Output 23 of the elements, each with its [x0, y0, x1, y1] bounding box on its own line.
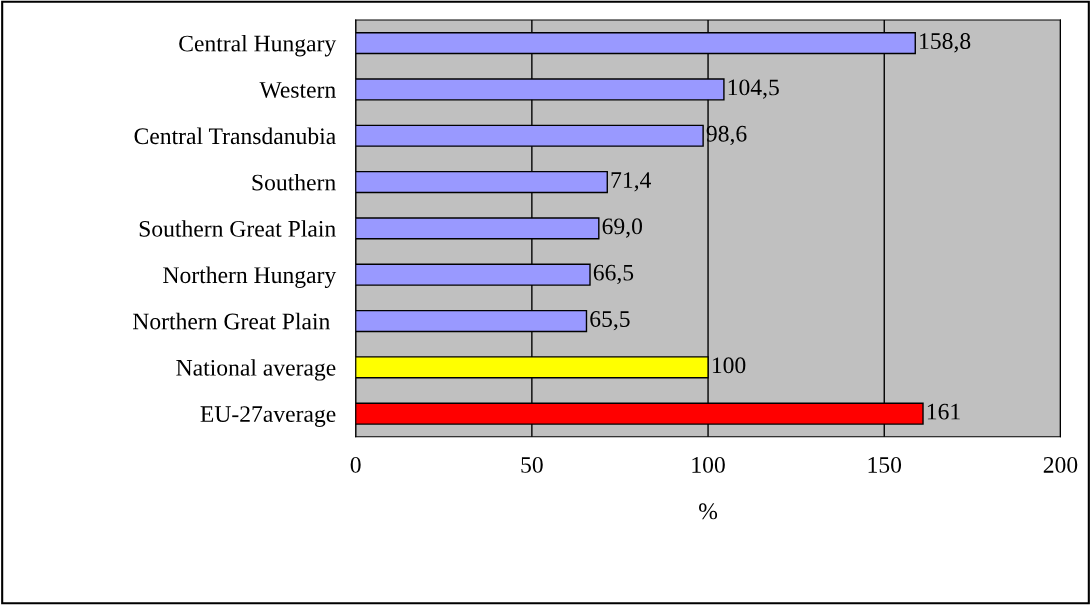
y-tick-label: Northern Hungary — [163, 266, 337, 288]
data-label: 66,5 — [593, 264, 634, 285]
y-tick-label: Southern — [252, 173, 336, 191]
y-tick-label: Central Hungary — [179, 34, 337, 57]
y-tick-label: National average — [176, 359, 336, 381]
x-axis-title: % — [699, 503, 718, 520]
x-tick-label: 200 — [1043, 456, 1078, 473]
y-tick-label: Central Transdanubia — [134, 127, 336, 145]
data-label: 71,4 — [611, 172, 651, 192]
y-tick-label: EU-27average — [200, 406, 336, 427]
data-label: 158,8 — [920, 33, 971, 53]
x-tick-label: 50 — [521, 456, 543, 473]
x-tick-label: 0 — [350, 456, 361, 473]
data-label: 104,5 — [728, 79, 779, 99]
x-tick-label: 150 — [868, 456, 902, 473]
data-label: 65,5 — [590, 311, 630, 331]
y-tick-label: Southern Great Plain — [139, 220, 336, 237]
data-label: 161 — [927, 403, 960, 420]
x-tick-label: 100 — [692, 456, 725, 473]
data-label: 100 — [712, 357, 746, 374]
y-tick-label: Western — [259, 82, 336, 98]
y-tick-label: Northern Great Plain — [132, 312, 330, 330]
data-label: 69,0 — [602, 218, 643, 238]
